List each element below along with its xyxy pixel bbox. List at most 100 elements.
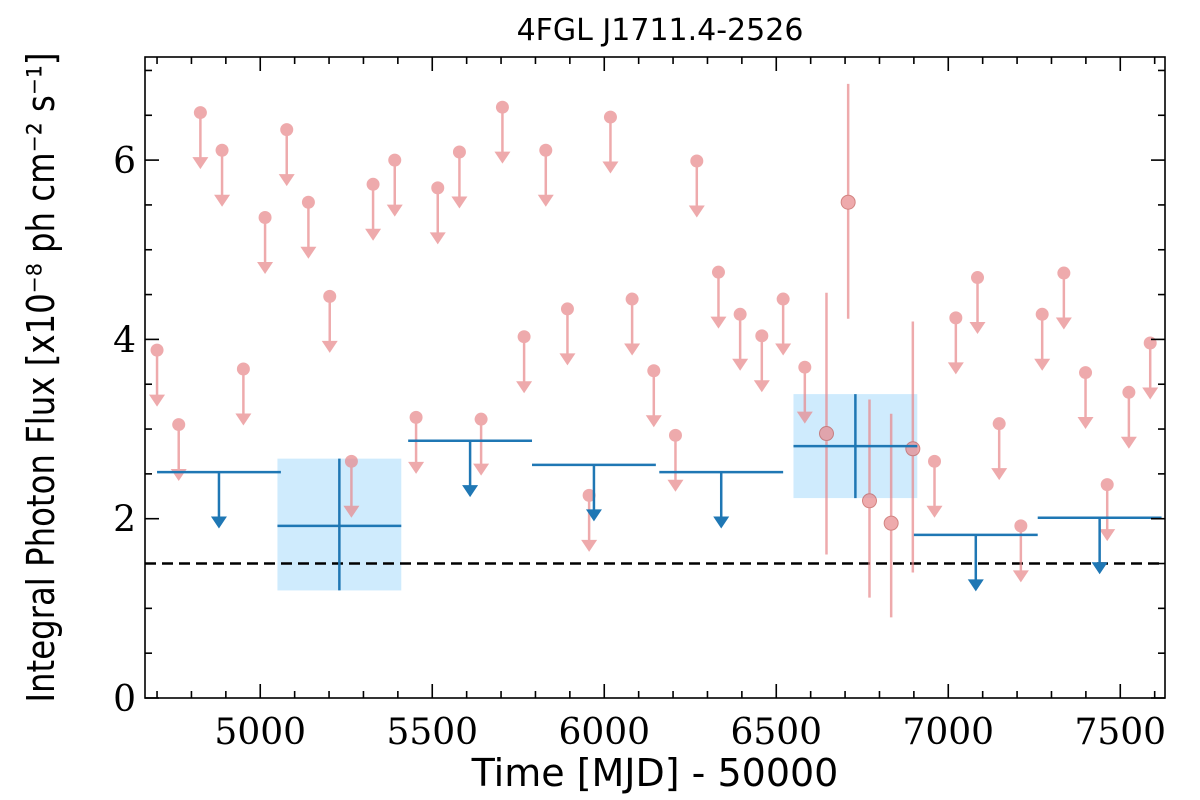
short-upper-limit <box>214 143 231 207</box>
upper-limit-marker <box>388 153 402 167</box>
upper-limit-arrow <box>1077 417 1094 430</box>
upper-limit-arrow <box>667 479 684 492</box>
upper-limit-marker <box>992 417 1006 431</box>
long-upper-limit-arrow <box>462 485 479 498</box>
upper-limit-arrow <box>343 505 360 518</box>
upper-limit-arrow <box>947 362 964 375</box>
upper-limit-arrow <box>1142 387 1159 400</box>
y-tick-label: 0 <box>113 679 136 720</box>
short-upper-limit <box>408 410 425 474</box>
upper-limit-marker <box>474 412 488 426</box>
short-upper-limit <box>451 145 468 209</box>
upper-limit-marker <box>1143 336 1157 350</box>
upper-limit-arrow <box>149 394 166 407</box>
chart-title: 4FGL J1711.4-2526 <box>517 13 804 48</box>
upper-limit-marker <box>539 143 553 157</box>
long-upper-limit-arrow <box>585 509 602 522</box>
x-tick-label: 5000 <box>214 712 306 753</box>
upper-limit-arrow <box>1055 317 1072 330</box>
upper-limit-marker <box>1122 385 1136 399</box>
short-upper-limit <box>775 292 792 356</box>
upper-limit-marker <box>1035 307 1049 321</box>
upper-limit-marker <box>733 307 747 321</box>
upper-limit-arrow <box>257 261 274 274</box>
upper-limit-marker <box>431 181 445 195</box>
upper-limit-arrow <box>688 205 705 218</box>
upper-limit-arrow <box>365 228 382 241</box>
upper-limit-arrow <box>1120 436 1137 449</box>
x-axis-label: Time [MJD] - 50000 <box>471 751 839 795</box>
short-upper-limit <box>300 195 317 259</box>
y-tick-label: 4 <box>113 320 136 361</box>
upper-limit-arrow <box>192 157 209 170</box>
short-upper-limit <box>1120 385 1137 449</box>
upper-limit-arrow <box>516 381 533 394</box>
detection-marker <box>840 194 856 210</box>
upper-limit-arrow <box>1034 358 1051 371</box>
short-upper-limit <box>688 154 705 218</box>
upper-limit-arrow <box>624 343 641 356</box>
upper-limit-arrow <box>278 174 295 187</box>
upper-limit-arrow <box>581 539 598 552</box>
short-upper-limit <box>624 292 641 356</box>
upper-limit-marker <box>1057 266 1071 280</box>
short-upper-limit <box>516 330 533 394</box>
upper-limit-marker <box>452 145 466 159</box>
long-upper-limit-arrow <box>1091 562 1108 575</box>
x-tick-label: 7000 <box>902 712 994 753</box>
long-upper-limit-arrow <box>967 579 984 592</box>
upper-limit-marker <box>344 454 358 468</box>
plot-area <box>145 83 1165 618</box>
short-upper-limit <box>386 153 403 217</box>
upper-limit-arrow <box>494 151 511 164</box>
short-upper-limit <box>494 100 511 164</box>
x-tick-label: 6000 <box>558 712 650 753</box>
long-upper-limit-arrow <box>210 516 227 529</box>
short-upper-limit <box>732 307 749 371</box>
upper-limit-marker <box>1100 478 1114 492</box>
upper-limit-arrow <box>775 343 792 356</box>
upper-limit-marker <box>603 110 617 124</box>
upper-limit-arrow <box>451 196 468 209</box>
detection-marker <box>905 441 921 457</box>
short-upper-limit <box>1012 519 1029 583</box>
short-upper-limit <box>537 143 554 207</box>
upper-limit-arrow <box>1099 529 1116 542</box>
short-upper-limit <box>192 106 209 170</box>
short-upper-limit <box>149 343 166 407</box>
upper-limit-arrow <box>991 468 1008 481</box>
short-upper-limit <box>753 329 770 393</box>
upper-limit-marker <box>949 311 963 325</box>
upper-limit-arrow <box>732 358 749 371</box>
upper-limit-marker <box>776 292 790 306</box>
upper-limit-marker <box>582 488 596 502</box>
upper-limit-arrow <box>645 415 662 428</box>
short-upper-limit <box>947 311 964 375</box>
upper-limit-arrow <box>1012 570 1029 583</box>
y-axis-label: Integral Photon Flux [x10⁻⁸ ph cm⁻² s⁻¹] <box>19 53 63 703</box>
short-upper-limit <box>1034 307 1051 371</box>
axis-ticks: 5000 5500 6000 6500 7000 7500 0 2 4 6 <box>113 57 1166 753</box>
upper-limit-marker <box>690 154 704 168</box>
upper-limit-marker <box>366 177 380 191</box>
short-upper-limit <box>278 123 295 187</box>
upper-limit-marker <box>1014 519 1028 533</box>
upper-limit-arrow <box>602 161 619 174</box>
short-upper-limit <box>667 428 684 492</box>
short-upper-limit <box>473 412 490 476</box>
upper-limit-marker <box>971 271 985 285</box>
short-upper-limit <box>602 110 619 174</box>
upper-limit-arrow <box>473 463 490 476</box>
short-upper-limit <box>991 417 1008 481</box>
upper-limit-arrow <box>429 232 446 245</box>
upper-limit-marker <box>258 210 272 224</box>
plot-frame <box>144 56 1166 699</box>
short-upper-limit <box>1055 266 1072 330</box>
upper-limit-arrow <box>537 194 554 207</box>
upper-limit-arrow <box>559 353 576 366</box>
short-detection <box>883 413 899 618</box>
long-upper-limit-arrow <box>713 516 730 529</box>
upper-limit-marker <box>409 410 423 424</box>
y-tick-label: 2 <box>113 500 136 541</box>
short-upper-limit <box>1077 366 1094 430</box>
